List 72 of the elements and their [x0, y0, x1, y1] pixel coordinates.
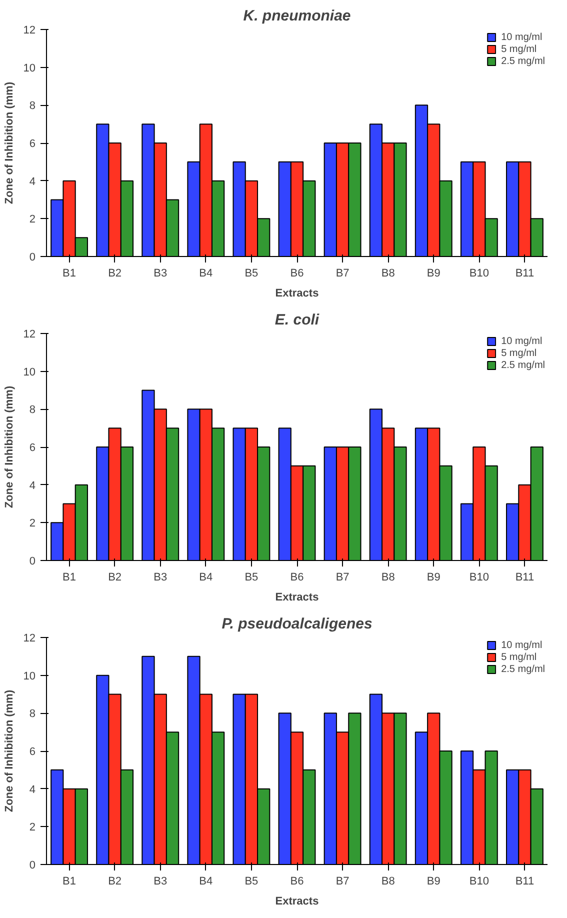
- x-tick-label: B11: [515, 876, 534, 888]
- x-tick-label: B8: [381, 876, 395, 888]
- y-tick-label: 8: [29, 100, 36, 112]
- y-tick-label: 2: [29, 822, 36, 834]
- x-tick-label: B7: [336, 876, 350, 888]
- legend-label: 2.5 mg/ml: [501, 55, 545, 67]
- x-tick-label: B1: [62, 876, 76, 888]
- y-axis-title: Zone of Inhibition (mm): [3, 82, 16, 204]
- y-axis-title: Zone of Inhibition (mm): [3, 690, 16, 812]
- x-tick-label: B11: [515, 268, 534, 280]
- y-tick-label: 12: [23, 328, 36, 340]
- y-tick-label: 12: [23, 632, 36, 644]
- y-tick-label: 10: [23, 670, 36, 682]
- legend-label: 5 mg/ml: [501, 347, 537, 359]
- x-tick-label: B2: [108, 572, 122, 584]
- legend-label: 5 mg/ml: [501, 43, 537, 55]
- x-tick-label: B10: [469, 268, 489, 280]
- x-tick-label: B6: [290, 572, 304, 584]
- x-tick-label: B3: [154, 572, 168, 584]
- legend-label: 10 mg/ml: [501, 31, 542, 43]
- x-tick-label: B11: [515, 572, 534, 584]
- legend-label: 10 mg/ml: [501, 335, 542, 347]
- y-tick-label: 8: [29, 404, 36, 416]
- y-tick-label: 0: [29, 252, 36, 264]
- y-tick-label: 12: [23, 24, 36, 36]
- y-tick-label: 8: [29, 708, 36, 720]
- x-tick-label: B10: [469, 572, 489, 584]
- x-tick-label: B2: [108, 268, 122, 280]
- y-tick-label: 4: [29, 176, 36, 188]
- x-tick-label: B7: [336, 268, 350, 280]
- y-tick-label: 6: [29, 138, 36, 150]
- y-tick-label: 6: [29, 442, 36, 454]
- legend-label: 10 mg/ml: [501, 639, 542, 651]
- y-tick-label: 4: [29, 480, 36, 492]
- x-tick-label: B9: [426, 268, 440, 280]
- x-tick-label: B10: [469, 876, 489, 888]
- x-tick-label: B5: [244, 572, 258, 584]
- x-tick-label: B3: [154, 876, 168, 888]
- x-tick-label: B9: [426, 572, 440, 584]
- x-tick-label: B4: [199, 876, 213, 888]
- y-tick-label: 10: [23, 62, 36, 74]
- x-tick-label: B7: [336, 572, 350, 584]
- x-axis-title: Extracts: [275, 288, 319, 300]
- x-tick-label: B1: [62, 268, 76, 280]
- y-tick-label: 10: [23, 366, 36, 378]
- y-tick-label: 6: [29, 746, 36, 758]
- y-tick-label: 2: [29, 518, 36, 530]
- x-axis-title: Extracts: [275, 592, 319, 604]
- legend-label: 5 mg/ml: [501, 651, 537, 663]
- x-tick-label: B5: [244, 268, 258, 280]
- x-tick-label: B8: [381, 268, 395, 280]
- legend-label: 2.5 mg/ml: [501, 663, 545, 675]
- x-tick-label: B1: [62, 572, 76, 584]
- x-axis-title: Extracts: [275, 896, 319, 908]
- x-tick-label: B6: [290, 876, 304, 888]
- x-tick-label: B9: [426, 876, 440, 888]
- x-tick-label: B3: [154, 268, 168, 280]
- chart-title: P. pseudoalcaligenes: [222, 616, 372, 632]
- x-tick-label: B4: [199, 572, 213, 584]
- x-tick-label: B2: [108, 876, 122, 888]
- y-tick-label: 0: [29, 556, 36, 568]
- chart-title: K. pneumoniae: [243, 8, 351, 24]
- x-tick-label: B4: [199, 268, 213, 280]
- y-tick-label: 0: [29, 860, 36, 872]
- y-axis-title: Zone of Inhibition (mm): [3, 386, 16, 508]
- chart-title: E. coli: [274, 312, 320, 328]
- x-tick-label: B5: [244, 876, 258, 888]
- x-tick-label: B6: [290, 268, 304, 280]
- y-tick-label: 2: [29, 214, 36, 226]
- legend-label: 2.5 mg/ml: [501, 359, 545, 371]
- x-tick-label: B8: [381, 572, 395, 584]
- y-tick-label: 4: [29, 784, 36, 796]
